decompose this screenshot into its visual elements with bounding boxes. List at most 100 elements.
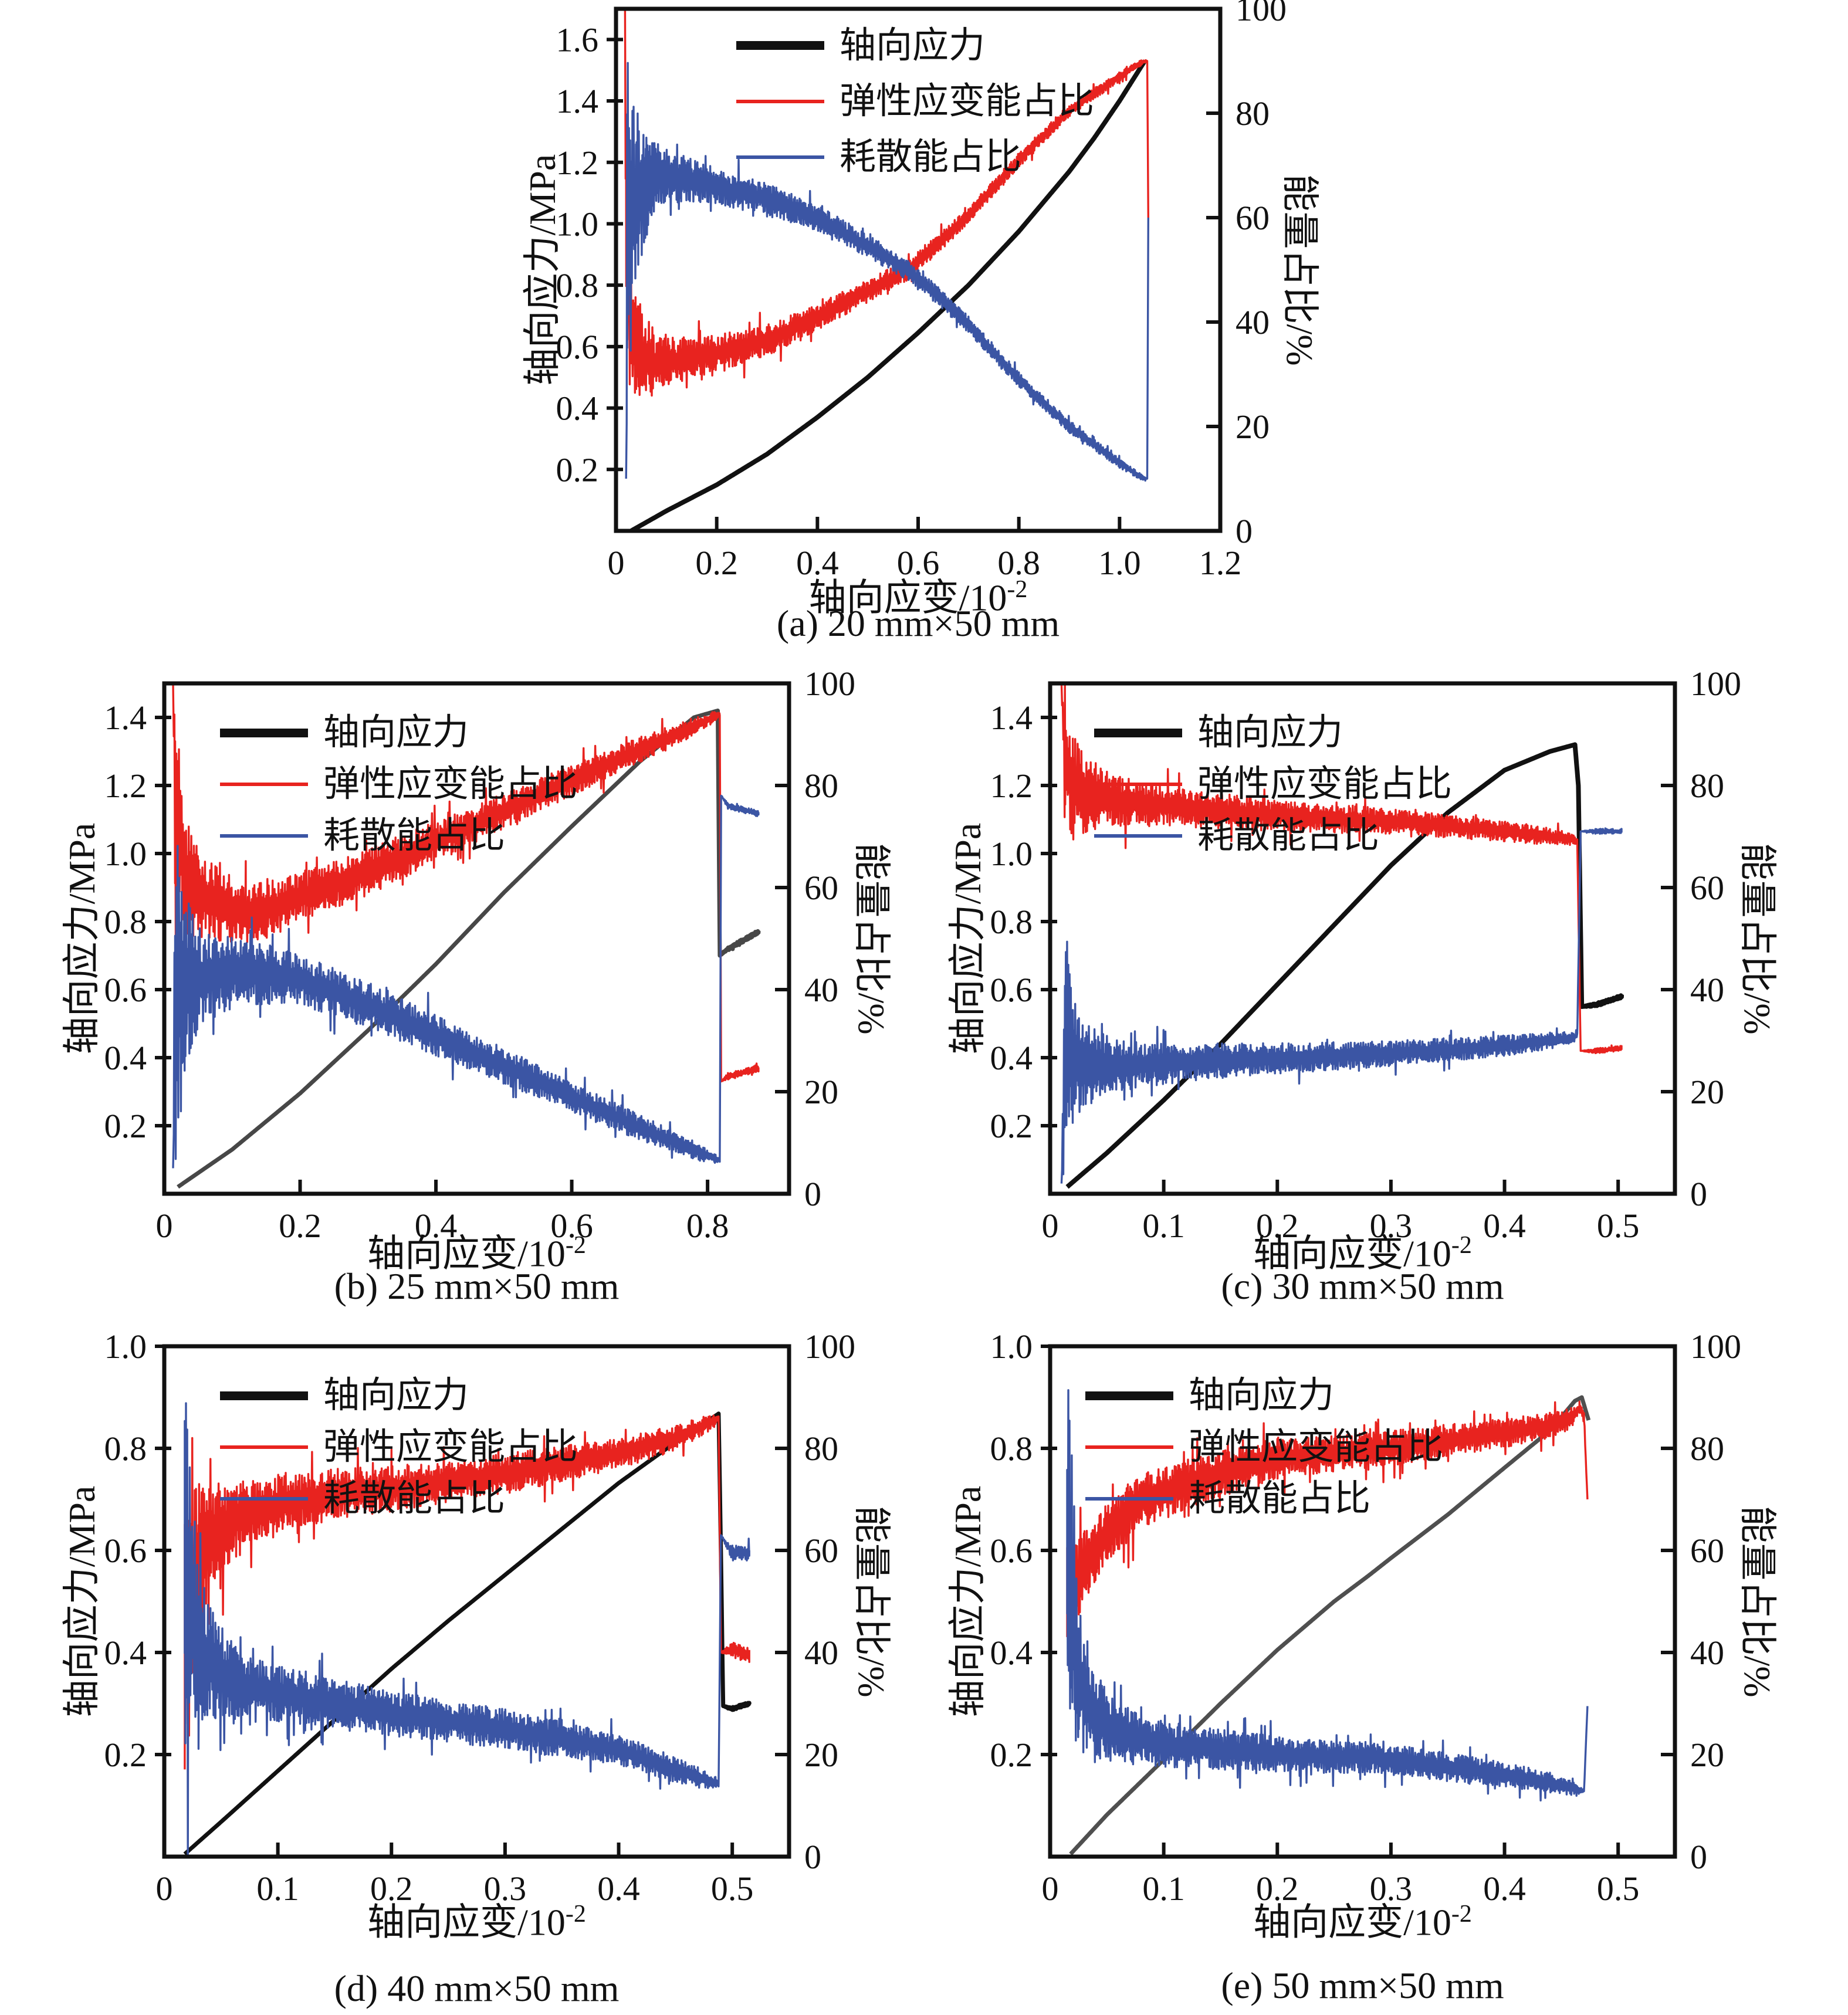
y-left-tick-label: 0.8 — [104, 903, 147, 941]
stress-line-swatch — [736, 41, 824, 50]
y-left-tick-label: 0.8 — [104, 1430, 147, 1468]
x-tick-label: 0.5 — [711, 1870, 754, 1908]
elastic-curve — [184, 1414, 750, 1770]
y-right-tick-label: 80 — [1690, 1430, 1724, 1468]
y-right-tick-label: 100 — [804, 1327, 855, 1366]
y-right-tick-label: 80 — [1690, 767, 1724, 805]
x-axis-title-text: 轴向应变/10 — [808, 577, 1007, 619]
legend-item-dissipated: 耗散能占比 — [1085, 1473, 1443, 1525]
x-tick-label: 0.6 — [897, 544, 940, 582]
dissipated-curve — [184, 1402, 750, 1857]
x-axis-title: 轴向应变/10-2 — [616, 563, 1220, 619]
x-tick-label: 0.4 — [1483, 1207, 1526, 1245]
legend-item-dissipated: 耗散能占比 — [736, 129, 1094, 185]
x-tick-label: 0.1 — [1142, 1870, 1185, 1908]
elastic-curve — [172, 683, 760, 1083]
y-right-tick-label: 0 — [1236, 512, 1253, 550]
legend-item-elastic: 弹性应变能占比 — [1085, 1421, 1443, 1473]
y-left-tick-label: 0.4 — [104, 1634, 147, 1672]
dissipated-curve — [1066, 1389, 1589, 1801]
y-left-tick-label: 1.4 — [556, 82, 599, 120]
y-right-tick-label: 40 — [1236, 303, 1270, 341]
y-left-tick-label: 1.0 — [104, 1327, 147, 1366]
y-axis-title-left: 轴向应力/MPa — [61, 1485, 103, 1718]
x-tick-label: 0.2 — [279, 1207, 321, 1245]
dissipated-line-swatch — [220, 834, 308, 838]
legend-item-stress: 轴向应力 — [1094, 707, 1452, 758]
stress-line-swatch — [220, 1391, 308, 1400]
legend-a: 轴向应力 弹性应变能占比 耗散能占比 — [736, 18, 1094, 185]
y-right-tick-label: 100 — [1690, 665, 1741, 703]
elastic-curve — [624, 9, 1150, 397]
y-left-tick-label: 0.2 — [104, 1736, 147, 1774]
x-axis-title: 轴向应变/10-2 — [164, 1888, 789, 1943]
y-right-tick-label: 0 — [1690, 1838, 1707, 1876]
x-axis-title-exponent: -2 — [1007, 576, 1028, 603]
legend-label-dissipated: 耗散能占比 — [840, 137, 1022, 177]
y-left-tick-label: 0.8 — [556, 266, 599, 304]
y-axis-title-right: 能量占比/% — [1279, 174, 1321, 366]
legend-label-dissipated: 耗散能占比 — [1197, 816, 1380, 856]
y-left-tick-label: 1.4 — [990, 699, 1033, 737]
y-right-tick-label: 60 — [1236, 199, 1270, 237]
y-right-tick-label: 100 — [1690, 1327, 1741, 1366]
x-axis-title: 轴向应变/10-2 — [1050, 1219, 1675, 1274]
y-right-tick-label: 0 — [804, 1838, 821, 1876]
legend-item-elastic: 弹性应变能占比 — [736, 73, 1094, 129]
y-left-tick-label: 0.6 — [104, 1532, 147, 1570]
legend-item-stress: 轴向应力 — [220, 707, 578, 758]
plot-frame — [1048, 681, 1677, 1196]
y-left-tick-label: 1.4 — [104, 699, 147, 737]
legend-label-dissipated: 耗散能占比 — [323, 816, 506, 856]
dissipated-curve — [625, 62, 1150, 482]
x-tick-label: 0.1 — [1142, 1207, 1185, 1245]
x-tick-label: 0.3 — [1370, 1870, 1413, 1908]
plot-frame — [614, 6, 1223, 533]
y-left-tick-label: 0.8 — [990, 1430, 1033, 1468]
x-tick-label: 0.2 — [1256, 1870, 1299, 1908]
y-right-tick-label: 40 — [1690, 971, 1724, 1009]
y-axis-title-left: 轴向应力/MPa — [947, 1485, 989, 1718]
y-right-tick-label: 60 — [804, 869, 838, 907]
plot-d: 0 0.1 0.2 0.3 0.4 0.5 0.2 0.4 0.6 0.8 1.0 0 20 40 60 80… — [104, 1327, 856, 1908]
y-right-tick-label: 40 — [804, 971, 838, 1009]
y-right-tick-label: 100 — [1236, 0, 1287, 28]
x-tick-label: 0.4 — [415, 1207, 458, 1245]
x-tick-label: 0 — [1042, 1870, 1059, 1908]
y-right-tick-label: 60 — [1690, 869, 1724, 907]
y-right-tick-label: 60 — [1690, 1532, 1724, 1570]
y-axis-title-left: 轴向应力/MPa — [61, 822, 103, 1055]
y-right-tick-label: 20 — [804, 1736, 838, 1774]
legend-item-stress: 轴向应力 — [736, 18, 1094, 73]
y-left-tick-label: 1.6 — [556, 21, 599, 59]
dissipated-curve — [1060, 827, 1623, 1184]
y-right-tick-label: 20 — [1690, 1073, 1724, 1111]
elastic-curve — [1066, 1400, 1589, 1641]
chart-a: 0 0.2 0.4 0.6 0.8 1.0 1.2 0.2 0.4 0.6 0.8 1.0 1.2 1.4… — [458, 0, 1367, 663]
legend-item-stress: 轴向应力 — [220, 1370, 578, 1421]
y-right-tick-label: 60 — [804, 1532, 838, 1570]
y-left-tick-label: 0.2 — [556, 451, 599, 489]
x-tick-label: 0.6 — [550, 1207, 593, 1245]
x-tick-label: 0.5 — [1597, 1207, 1640, 1245]
stress-curve — [183, 1411, 752, 1856]
x-axis-title-exponent: -2 — [565, 1232, 586, 1259]
y-axis-title-left: 轴向应力/MPa — [522, 154, 563, 386]
x-tick-label: 0.4 — [796, 544, 839, 582]
x-axis-title: 轴向应变/10-2 — [1050, 1888, 1675, 1943]
legend-d: 轴向应力 弹性应变能占比 耗散能占比 — [220, 1370, 578, 1525]
y-left-tick-label: 0.2 — [990, 1736, 1033, 1774]
elastic-line-swatch — [220, 783, 308, 786]
plot-frame — [162, 681, 791, 1196]
stress-line-swatch — [1085, 1391, 1173, 1400]
y-right-tick-label: 0 — [804, 1175, 821, 1213]
y-left-tick-label: 0.8 — [990, 903, 1033, 941]
y-left-tick-label: 0.2 — [990, 1107, 1033, 1145]
legend-label-elastic: 弹性应变能占比 — [840, 81, 1095, 121]
y-right-tick-label: 80 — [804, 767, 838, 805]
x-tick-label: 0 — [608, 544, 625, 582]
elastic-line-swatch — [1094, 783, 1182, 786]
x-tick-label: 0.8 — [686, 1207, 729, 1245]
x-axis-title-exponent: -2 — [1451, 1232, 1472, 1259]
